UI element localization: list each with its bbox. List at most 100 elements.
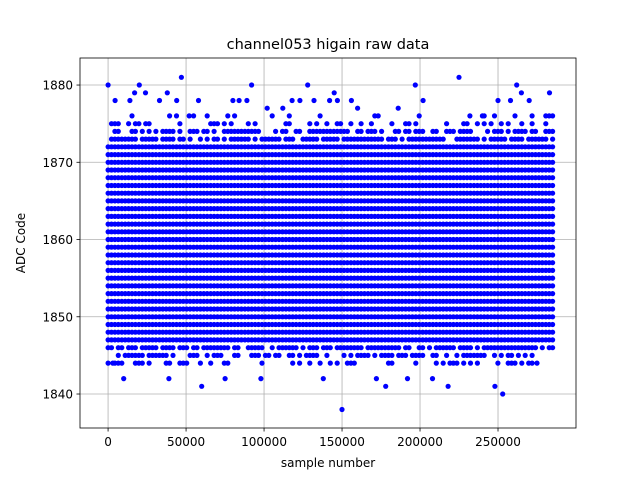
data-point — [136, 121, 142, 127]
data-point — [491, 113, 498, 119]
data-point — [532, 128, 539, 134]
data-point — [177, 121, 183, 127]
data-point — [529, 352, 535, 358]
data-point-outlier — [222, 376, 228, 382]
data-point — [194, 345, 200, 351]
data-point — [341, 352, 347, 358]
data-point-outlier — [456, 74, 462, 80]
data-point — [314, 352, 320, 358]
data-point-outlier — [112, 97, 118, 104]
data-point — [232, 113, 238, 119]
y-tick-label: 1880 — [42, 79, 73, 93]
data-point — [235, 345, 241, 351]
data-point-outlier — [420, 97, 426, 104]
data-point — [334, 360, 340, 366]
data-point — [406, 121, 412, 127]
data-point — [550, 321, 556, 328]
data-point — [522, 128, 528, 134]
data-point — [539, 345, 545, 351]
data-point — [314, 121, 320, 127]
data-point-outlier — [236, 97, 242, 104]
data-point-outlier — [500, 391, 506, 397]
x-tick-label: 150000 — [319, 435, 365, 449]
data-point-outlier — [507, 97, 514, 104]
data-point — [467, 128, 474, 134]
data-point — [286, 113, 292, 119]
x-tick-label: 200000 — [397, 435, 443, 449]
data-point-outlier — [412, 82, 418, 88]
data-point — [550, 128, 556, 134]
data-point — [550, 221, 556, 227]
data-point-outlier — [305, 82, 311, 88]
data-point — [307, 360, 313, 366]
data-point — [420, 128, 426, 134]
data-point — [454, 352, 460, 358]
data-point — [273, 128, 279, 134]
data-point — [187, 136, 193, 142]
data-point-outlier — [383, 383, 389, 389]
data-point-outlier — [518, 90, 525, 96]
data-point-outlier — [514, 82, 520, 88]
data-point — [259, 345, 265, 351]
points-layer — [105, 74, 556, 413]
y-tick-label: 1870 — [42, 156, 73, 170]
data-point — [293, 345, 299, 351]
data-point — [348, 352, 354, 358]
data-point — [550, 298, 556, 304]
data-point — [550, 275, 556, 281]
data-point — [290, 136, 296, 142]
data-point — [194, 128, 200, 134]
data-point — [191, 113, 197, 119]
data-point — [543, 136, 549, 142]
data-point — [444, 121, 450, 127]
data-point-outlier — [404, 376, 411, 382]
data-point — [416, 113, 422, 119]
data-point-outlier — [110, 360, 116, 366]
data-point — [146, 128, 152, 134]
data-point — [153, 136, 159, 142]
data-point — [327, 345, 333, 351]
data-point — [358, 128, 364, 134]
data-point — [225, 113, 231, 119]
data-point — [204, 128, 210, 134]
data-point-outlier — [320, 376, 326, 382]
data-point-outlier — [280, 105, 286, 111]
data-point — [276, 136, 282, 142]
data-point-outlier — [492, 383, 498, 389]
x-tick-label: 100000 — [241, 435, 287, 449]
data-point — [225, 345, 231, 351]
data-point — [170, 128, 176, 134]
data-point — [550, 167, 556, 173]
data-point-outlier — [199, 383, 205, 389]
data-point — [334, 136, 340, 142]
data-point — [550, 182, 556, 189]
data-point — [519, 136, 525, 142]
data-point — [399, 136, 405, 142]
data-point — [491, 352, 498, 358]
data-point — [252, 136, 258, 142]
data-point — [498, 352, 504, 358]
data-point — [550, 198, 556, 204]
data-point — [413, 360, 419, 366]
data-point — [314, 136, 320, 142]
data-point — [420, 345, 426, 351]
data-point-outlier — [297, 97, 303, 104]
data-point — [406, 128, 412, 134]
data-point-outlier — [156, 97, 163, 104]
data-point — [259, 360, 265, 366]
data-point — [502, 136, 508, 142]
data-point-outlier — [142, 90, 149, 96]
data-point — [276, 352, 282, 358]
data-point-outlier — [331, 90, 337, 96]
data-point — [184, 360, 190, 366]
data-point — [184, 345, 190, 351]
data-point — [467, 360, 474, 366]
data-point-outlier — [121, 376, 127, 382]
data-point — [194, 352, 200, 358]
data-point — [450, 345, 456, 351]
y-tick-label: 1860 — [42, 233, 73, 247]
data-point — [115, 352, 121, 358]
y-axis-title: ADC Code — [14, 213, 28, 273]
data-point — [464, 121, 470, 127]
data-point — [403, 352, 409, 358]
